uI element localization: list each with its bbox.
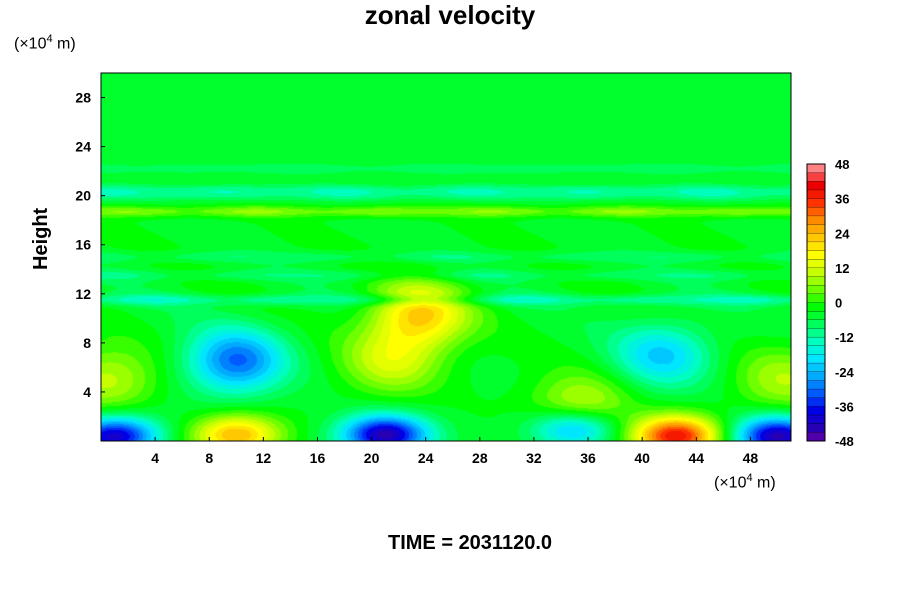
colorbar-bin xyxy=(806,397,826,407)
x-tick-label: 16 xyxy=(310,450,326,466)
y-tick-label: 16 xyxy=(75,237,91,253)
colorbar-bin xyxy=(806,207,826,217)
x-tick-label: 48 xyxy=(743,450,759,466)
colorbar-bin xyxy=(806,345,826,355)
colorbar-frame xyxy=(806,163,826,442)
colorbar-tick-label: -24 xyxy=(835,365,855,380)
x-tick-label: 32 xyxy=(526,450,542,466)
colorbar-bin xyxy=(806,423,826,433)
heatmap-image xyxy=(101,73,791,441)
x-tick-label: 4 xyxy=(151,450,159,466)
y-axis: 4 8 12 16 20 24 28 xyxy=(75,90,105,400)
x-tick-label: 40 xyxy=(634,450,650,466)
colorbar-bin xyxy=(806,319,826,329)
colorbar-bin xyxy=(806,259,826,269)
x-axis: 4 8 12 16 20 24 28 32 36 40 44 48 xyxy=(151,437,758,466)
colorbar-tick-label: -12 xyxy=(835,330,854,345)
x-tick-label: 8 xyxy=(205,450,213,466)
colorbar-bin xyxy=(806,406,826,416)
y-tick-label: 28 xyxy=(75,90,91,106)
colorbar-bin xyxy=(806,181,826,191)
x-axis-unit: (×104 m) xyxy=(714,472,776,492)
colorbar-tick-label: 12 xyxy=(835,261,849,276)
colorbar-tick-label: 36 xyxy=(835,192,849,207)
y-axis-unit: (×104 m) xyxy=(14,33,76,53)
colorbar-bin xyxy=(806,293,826,303)
x-tick-label: 12 xyxy=(256,450,272,466)
plot-frame xyxy=(100,72,792,442)
colorbar-bin xyxy=(806,241,826,252)
colorbar-bin xyxy=(806,163,826,174)
x-tick-label: 44 xyxy=(689,450,705,466)
colorbar-bin xyxy=(806,432,826,442)
time-stamp: TIME = 2031120.0 xyxy=(387,532,552,554)
colorbar-bin xyxy=(806,388,826,399)
colorbar-bin xyxy=(806,233,826,243)
colorbar-bin xyxy=(806,224,826,234)
y-tick-label: 4 xyxy=(83,384,91,400)
y-tick-label: 24 xyxy=(75,139,91,155)
colorbar-bin xyxy=(806,189,826,200)
colorbar-tick-label: -36 xyxy=(835,399,854,414)
x-tick-label: 36 xyxy=(580,450,596,466)
y-tick-label: 8 xyxy=(83,335,91,351)
colorbar-bin xyxy=(806,311,826,321)
x-tick-label: 28 xyxy=(472,450,488,466)
colorbar-bin xyxy=(806,362,826,373)
colorbar-tick-label: 0 xyxy=(835,296,842,311)
colorbar-tick-label: 24 xyxy=(835,226,850,241)
colorbar: 48 36 24 12 0 -12 -24 -36 -48 xyxy=(806,157,855,449)
x-tick-label: 24 xyxy=(418,450,434,466)
colorbar-bin xyxy=(806,172,826,182)
colorbar-bin xyxy=(806,380,826,390)
colorbar-bin xyxy=(806,414,826,425)
colorbar-bin xyxy=(806,250,826,260)
colorbar-bin xyxy=(806,336,826,347)
colorbar-tick-label: -48 xyxy=(835,434,854,449)
colorbar-bin xyxy=(806,302,826,312)
y-tick-label: 20 xyxy=(75,188,91,204)
colorbar-bin xyxy=(806,371,826,381)
colorbar-bin xyxy=(806,354,826,364)
colorbar-bin xyxy=(806,267,826,277)
colorbar-bin xyxy=(806,215,826,226)
y-tick-label: 12 xyxy=(75,286,91,302)
chart-title: zonal velocity xyxy=(364,0,536,30)
colorbar-bin xyxy=(806,276,826,286)
x-tick-label: 20 xyxy=(364,450,380,466)
heatmap-field xyxy=(101,73,791,441)
colorbar-bin xyxy=(806,285,826,295)
colorbar-bin xyxy=(806,198,826,208)
colorbar-tick-label: 48 xyxy=(835,157,849,172)
colorbar-bin xyxy=(806,328,826,338)
